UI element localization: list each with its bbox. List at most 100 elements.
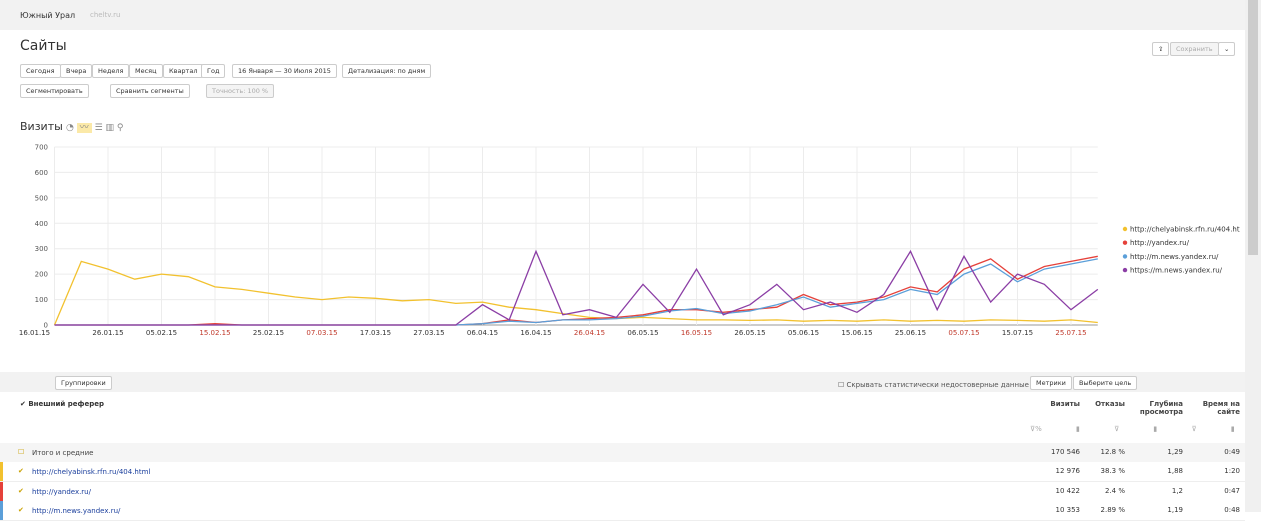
checkbox[interactable]: ☐ [18, 448, 25, 456]
checkbox[interactable]: ✔ [18, 506, 24, 514]
table-row: ✔ http://m.news.yandex.ru/10 353 2.89 % 1,1… [0, 501, 1245, 521]
groupings[interactable]: Группировки [55, 376, 112, 390]
x-tick-label: 25.02.15 [253, 329, 284, 337]
y-tick-label: 400 [35, 220, 48, 228]
checkbox[interactable]: ✔ [18, 467, 24, 475]
cell: 0:48 [1224, 506, 1240, 514]
period[interactable]: Вчера [60, 64, 93, 78]
x-tick-label: 25.06.15 [895, 329, 926, 337]
chart: 0 100 200 300 400 500 600 700 16.01.15 26.01.15 05… [19, 144, 1240, 338]
date-range[interactable]: 16 Января — 30 Июля 2015 [232, 64, 337, 78]
metrics[interactable]: Метрики [1030, 376, 1072, 390]
compare[interactable]: Сравнить сегменты [110, 84, 190, 98]
table-row: ✔ http://chelyabinsk.rfn.ru/404.html 12 97… [0, 462, 1245, 482]
cell: 1,29 [1167, 448, 1183, 456]
x-tick-label: 27.03.15 [413, 329, 444, 337]
save-menu[interactable]: ⌄ [1218, 42, 1236, 56]
y-tick-label: 500 [35, 194, 48, 202]
series-line [54, 249, 1099, 326]
x-tick-label: 15.06.15 [841, 329, 872, 337]
column-header: Отказы [1095, 400, 1125, 408]
chart-types[interactable]: ◔ 〰 ☰ ▥ ⚲ [66, 123, 124, 133]
hide-text: Скрывать статистически недостоверные дан… [846, 381, 1029, 389]
cell: 10 422 [1055, 486, 1081, 495]
column-header: Глубина просмотра [1139, 400, 1183, 416]
chart-title: Визиты [20, 120, 63, 133]
row-label[interactable]: http://yandex.ru/ [32, 487, 91, 496]
column-header: Время на сайте [1202, 400, 1240, 416]
page-title: Сайты [20, 38, 67, 54]
x-tick-label: 17.03.15 [360, 329, 391, 337]
x-tick-label: 26.05.15 [734, 329, 765, 337]
x-tick-label: 05.02.15 [146, 329, 177, 337]
cell: 170 546 [1051, 448, 1080, 456]
row-label[interactable]: http://m.news.yandex.ru/ [32, 507, 121, 515]
cell: 1,88 [1167, 467, 1183, 475]
checkbox[interactable]: ✔ [18, 486, 24, 495]
period[interactable]: Год [201, 64, 226, 78]
series-line [53, 260, 1098, 326]
top-bar [0, 0, 1245, 30]
row-label: Итого и средние [32, 449, 94, 457]
table-toolbar [0, 372, 1245, 392]
cell: 38.3 % [1100, 467, 1125, 475]
cell: 12 976 [1055, 467, 1081, 475]
x-tick-label: 05.06.15 [788, 329, 819, 337]
period[interactable]: Месяц [129, 64, 163, 78]
column-header: Визиты [1050, 400, 1080, 408]
legend-swatch [1122, 226, 1128, 232]
x-tick-label: 06.04.15 [467, 329, 498, 337]
x-tick-label: 06.05.15 [627, 329, 658, 337]
cell: 1,2 [1171, 486, 1183, 495]
x-tick-label: 25.07.15 [1055, 329, 1086, 337]
export[interactable]: ⇪ [1152, 42, 1170, 56]
legend-label: http://yandex.ru/ [1130, 239, 1190, 247]
x-tick-label: 15.07.15 [1002, 329, 1033, 337]
x-tick-label: 26.04.15 [574, 329, 605, 337]
row-color [0, 481, 3, 501]
hide-unreliable[interactable]: ☐ Скрывать статистически недостоверные д… [838, 381, 1029, 389]
x-tick-label: 16.04.15 [520, 329, 551, 337]
y-tick-label: 700 [35, 144, 48, 152]
x-tick-label: 15.02.15 [199, 329, 230, 337]
scrollbar[interactable] [1245, 0, 1261, 512]
y-tick-label: 300 [35, 245, 48, 253]
x-tick-label: 16.01.15 [19, 329, 50, 337]
save[interactable]: Сохранить [1170, 42, 1219, 56]
row-color [0, 501, 3, 520]
x-tick-label: 16.05.15 [681, 329, 712, 337]
x-tick-label: 26.01.15 [92, 329, 123, 337]
cell: 1,19 [1167, 506, 1183, 514]
cell: 2.4 % [1104, 486, 1125, 495]
x-tick-label: 05.07.15 [948, 329, 979, 337]
legend-swatch [1122, 254, 1128, 259]
period[interactable]: Неделя [92, 64, 130, 78]
y-tick-label: 0 [44, 322, 48, 330]
column-tools: ⊽% ▮ ⊽ ▮ ⊽ ▮ ⊽ ▮ [1030, 425, 1261, 433]
segment[interactable]: Сегментировать [20, 84, 89, 98]
accuracy[interactable]: Точность: 100 % [206, 84, 275, 98]
cell: 10 353 [1055, 506, 1081, 514]
y-tick-label: 100 [35, 296, 48, 304]
region[interactable]: Южный Урал [20, 11, 76, 20]
x-tick-label: 07.03.15 [306, 329, 337, 337]
legend-label: https://m.news.yandex.ru/ [1130, 267, 1223, 275]
site[interactable]: cheltv.ru [90, 11, 121, 19]
legend-label: http://chelyabinsk.rfn.ru/404.html [1130, 226, 1240, 234]
table-row: ✔ http://yandex.ru/10 422 2.4 % 1,2 0:47 [0, 481, 1245, 502]
y-tick-label: 600 [35, 169, 48, 177]
dimension: ✔ Внешний реферер [20, 400, 104, 408]
row-label[interactable]: http://chelyabinsk.rfn.ru/404.html [32, 468, 151, 476]
detail[interactable]: Детализация: по дням [342, 64, 432, 78]
table-row: ☐ Итого и средние 170 546 12.8 % 1,29 0:49 [0, 443, 1245, 463]
legend-swatch [1122, 267, 1128, 273]
legend-label: http://m.news.yandex.ru/ [1130, 253, 1219, 261]
cell: 0:49 [1224, 448, 1240, 456]
cell: 12.8 % [1100, 448, 1125, 456]
cell: 1:20 [1224, 467, 1240, 475]
goal[interactable]: Выберите цель [1073, 376, 1138, 390]
row-color [0, 462, 3, 481]
y-tick-label: 200 [35, 271, 48, 279]
legend-swatch [1122, 240, 1128, 245]
